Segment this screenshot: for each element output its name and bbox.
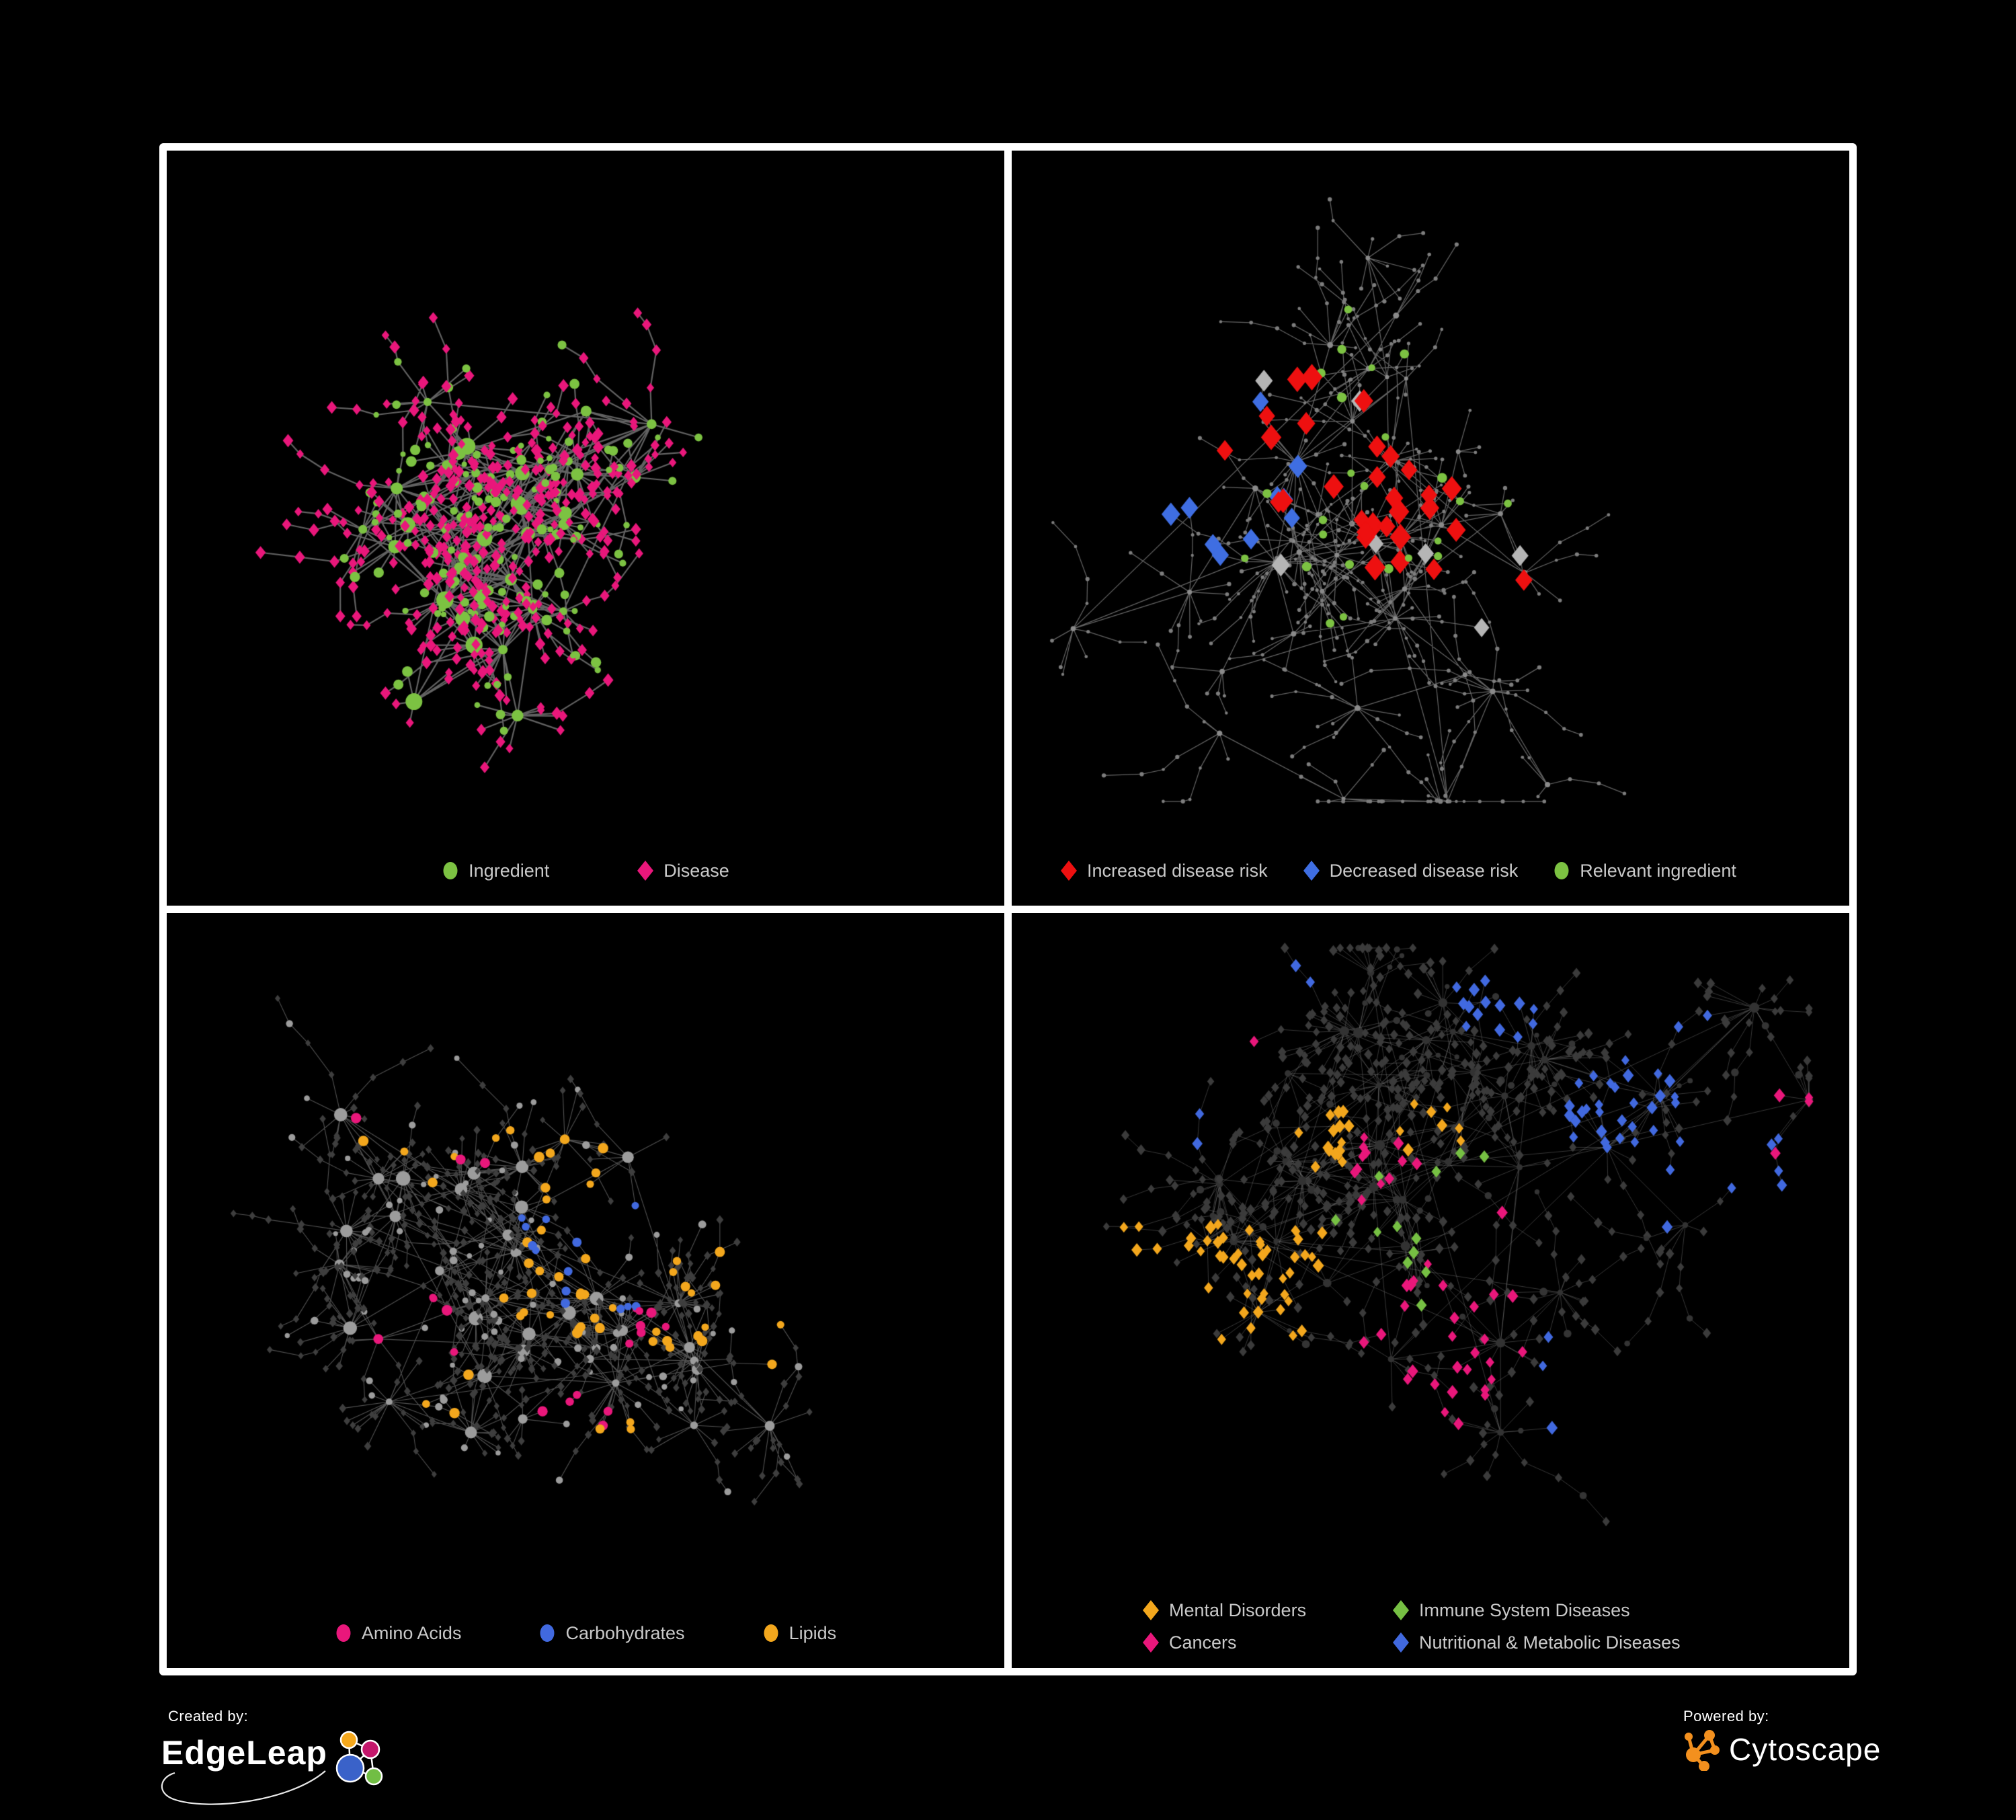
nutritional-metabolic-diamond-icon [1392, 1632, 1410, 1653]
mental-disorders-diamond-icon [1142, 1599, 1160, 1621]
legend-label: Lipids [789, 1622, 837, 1643]
legend-disease-classes: Mental Disorders Immune System Diseases … [1142, 1599, 1681, 1653]
ingredient-circle-icon [442, 860, 459, 881]
edgeleap-logo-icon [335, 1731, 383, 1786]
network-canvas-ingredient-disease [167, 151, 1004, 906]
legend-label: Relevant ingredient [1580, 860, 1736, 881]
legend-item: Carbohydrates [538, 1622, 685, 1644]
created-by-label: Created by: [168, 1708, 249, 1725]
legend-label: Increased disease risk [1087, 860, 1268, 881]
legend-item: Increased disease risk [1060, 860, 1268, 881]
increased-risk-diamond-icon [1060, 860, 1078, 881]
legend-nutrient-classes: Amino Acids Carbohydrates Lipids [167, 1622, 1004, 1644]
powered-by-label: Powered by: [1683, 1708, 1769, 1725]
panel-ingredient-disease: Ingredient Disease [167, 151, 1004, 906]
legend-item: Relevant ingredient [1553, 860, 1736, 881]
legend-label: Carbohydrates [565, 1622, 685, 1643]
legend-label: Mental Disorders [1169, 1599, 1307, 1620]
legend-ingredient-disease: Ingredient Disease [167, 860, 1004, 881]
legend-label: Immune System Diseases [1419, 1599, 1630, 1620]
carbohydrates-circle-icon [538, 1622, 556, 1644]
legend-label: Cancers [1169, 1632, 1237, 1653]
cytoscape-logo-icon [1685, 1730, 1720, 1771]
amino-acids-circle-icon [335, 1622, 352, 1644]
legend-label: Amino Acids [361, 1622, 462, 1643]
network-canvas-disease-risk [1012, 151, 1849, 906]
legend-disease-risk: Increased disease risk Decreased disease… [1012, 860, 1849, 881]
legend-item: Immune System Diseases [1392, 1599, 1681, 1621]
panel-disease-risk: Increased disease risk Decreased disease… [1012, 151, 1849, 906]
legend-item: Lipids [762, 1622, 837, 1644]
edgeleap-wordmark: EdgeLeap [161, 1734, 327, 1772]
cancers-diamond-icon [1142, 1632, 1160, 1653]
legend-label: Nutritional & Metabolic Diseases [1419, 1632, 1681, 1653]
network-canvas-nutrient-classes [167, 913, 1004, 1668]
legend-item: Ingredient [442, 860, 549, 881]
lipids-circle-icon [762, 1622, 780, 1644]
powered-by-block: Powered by: Cytoscape [1682, 1708, 1881, 1771]
panel-disease-classes: Mental Disorders Immune System Diseases … [1012, 913, 1849, 1668]
panel-grid: Ingredient Disease Increased disease ris… [159, 143, 1857, 1675]
legend-item: Cancers [1142, 1632, 1392, 1653]
network-canvas-disease-classes [1012, 913, 1849, 1668]
cytoscape-lockup: Cytoscape [1682, 1728, 1881, 1771]
legend-label: Disease [663, 860, 729, 881]
immune-diseases-diamond-icon [1392, 1599, 1410, 1621]
legend-label: Ingredient [469, 860, 550, 881]
relevant-ingredient-circle-icon [1553, 860, 1570, 881]
legend-label: Decreased disease risk [1329, 860, 1519, 881]
legend-item: Decreased disease risk [1303, 860, 1519, 881]
legend-item: Mental Disorders [1142, 1599, 1392, 1621]
created-by-block: Created by: EdgeLeap [161, 1708, 389, 1805]
disease-diamond-icon [637, 860, 654, 881]
legend-item: Disease [637, 860, 729, 881]
edgeleap-lockup: EdgeLeap [161, 1727, 389, 1805]
decreased-risk-diamond-icon [1303, 860, 1320, 881]
edgeleap-swoosh-icon [161, 1770, 326, 1805]
legend-item: Nutritional & Metabolic Diseases [1392, 1632, 1681, 1653]
legend-item: Amino Acids [335, 1622, 462, 1644]
cytoscape-wordmark: Cytoscape [1729, 1732, 1882, 1767]
panel-nutrient-classes: Amino Acids Carbohydrates Lipids [167, 913, 1004, 1668]
